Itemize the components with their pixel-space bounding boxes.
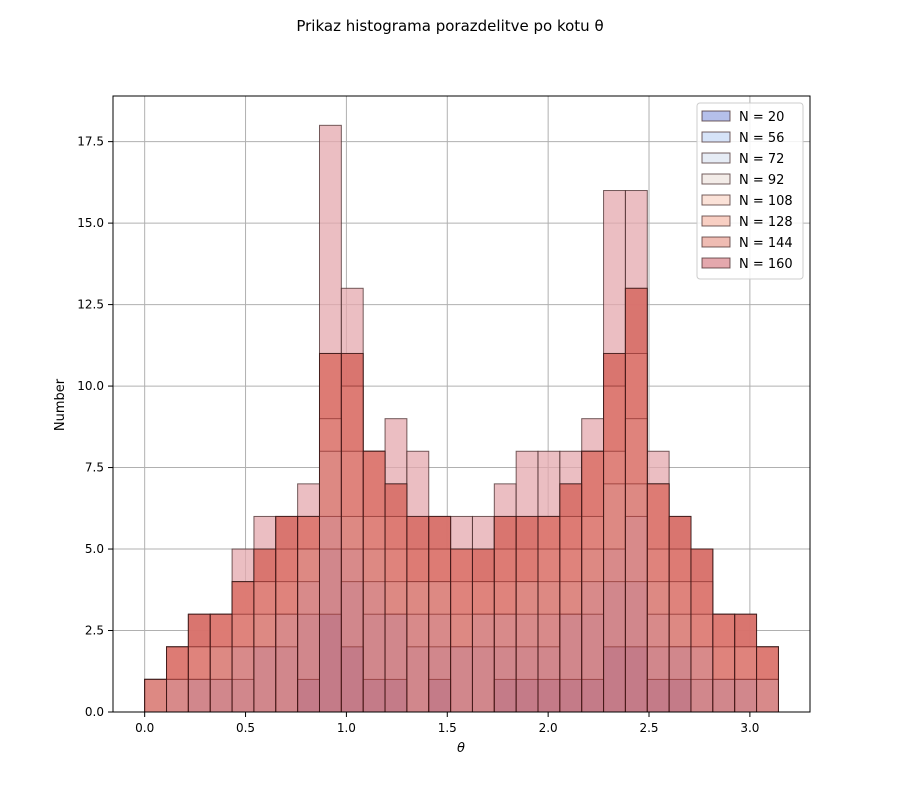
legend-swatch xyxy=(701,215,731,227)
legend-swatch xyxy=(701,173,731,185)
histogram-bar-overlap xyxy=(144,678,168,713)
histogram-bar-overlap xyxy=(515,515,539,713)
y-tick-label: 17.5 xyxy=(77,135,104,149)
histogram-bar-overlap xyxy=(537,515,561,713)
plot-frame xyxy=(112,95,811,713)
histogram-bar-overlap xyxy=(340,352,364,713)
legend-box xyxy=(696,102,804,280)
histogram-bar-overlap xyxy=(209,613,233,713)
legend-label: N = 72 xyxy=(739,152,784,167)
histogram-bar-overlap xyxy=(624,287,648,713)
histogram-bar-overlap xyxy=(275,515,299,713)
x-tick-label: 0.5 xyxy=(236,721,255,735)
y-tick-label: 12.5 xyxy=(77,298,104,312)
histogram-bar-overlap xyxy=(384,483,408,713)
histogram-bar-overlap xyxy=(603,352,626,713)
histogram-bar-overlap xyxy=(187,613,211,713)
histogram-bar-overlap xyxy=(493,515,517,713)
histogram-bar-overlap xyxy=(428,515,452,713)
y-tick-label: 2.5 xyxy=(85,624,104,638)
histogram-bar-overlap xyxy=(668,515,692,713)
histogram-bar-overlap xyxy=(559,483,583,713)
x-tick-label: 0.0 xyxy=(135,721,154,735)
y-tick-label: 0.0 xyxy=(85,705,104,719)
legend-swatch xyxy=(701,236,731,248)
x-tick-label: 2.5 xyxy=(639,721,658,735)
legend-label: N = 144 xyxy=(739,236,793,251)
histogram-bar-overlap xyxy=(166,646,189,713)
chart-title: Prikaz histograma porazdelitve po kotu θ xyxy=(296,17,603,35)
histogram-bar-overlap xyxy=(318,352,342,713)
y-tick-label: 5.0 xyxy=(85,542,104,556)
legend-label: N = 92 xyxy=(739,173,784,188)
histogram-bar-overlap xyxy=(712,613,736,713)
x-tick-label: 2.0 xyxy=(539,721,558,735)
legend-swatch xyxy=(701,131,731,143)
legend-label: N = 108 xyxy=(739,194,793,209)
legend: N = 20 N = 56 N = 72 N = 92 N = 108 N = 128 N … xyxy=(696,102,804,280)
legend-label: N = 128 xyxy=(739,215,793,230)
x-tick-label: 1.5 xyxy=(438,721,457,735)
legend-swatch xyxy=(701,152,731,164)
histogram-bar-overlap xyxy=(450,548,473,713)
histogram-bar-overlap xyxy=(581,450,605,713)
y-tick-label: 7.5 xyxy=(85,461,104,475)
legend-swatch xyxy=(701,194,731,206)
legend-label: N = 20 xyxy=(739,110,784,125)
histogram-bar-overlap xyxy=(471,548,495,713)
legend-label: N = 56 xyxy=(739,131,784,146)
histogram-bar-overlap xyxy=(756,646,779,713)
histogram-bar-overlap xyxy=(231,581,255,713)
legend-label: N = 160 xyxy=(739,257,793,272)
legend-swatch xyxy=(701,110,731,122)
histogram-bar-overlap xyxy=(406,515,430,713)
axis-ticks: 0.0 0.5 1.0 1.5 2.0 2.5 3.0 0.0 2.5 5.0 7.5 10.0 12.… xyxy=(77,135,759,735)
legend-swatch xyxy=(701,257,731,269)
y-axis-label: Number xyxy=(53,378,68,431)
histogram-bar-overlap xyxy=(734,613,758,713)
x-tick-label: 1.0 xyxy=(337,721,356,735)
x-tick-label: 3.0 xyxy=(740,721,759,735)
histogram-bar-overlap xyxy=(297,515,320,713)
x-axis-label: θ xyxy=(457,741,465,756)
histogram-bar-overlap xyxy=(690,548,714,713)
y-tick-label: 10.0 xyxy=(77,379,104,393)
histogram-bar-overlap xyxy=(253,548,277,713)
histogram-bar-overlap xyxy=(646,483,670,713)
y-tick-label: 15.0 xyxy=(77,216,104,230)
histogram-bar-overlap xyxy=(362,450,386,713)
